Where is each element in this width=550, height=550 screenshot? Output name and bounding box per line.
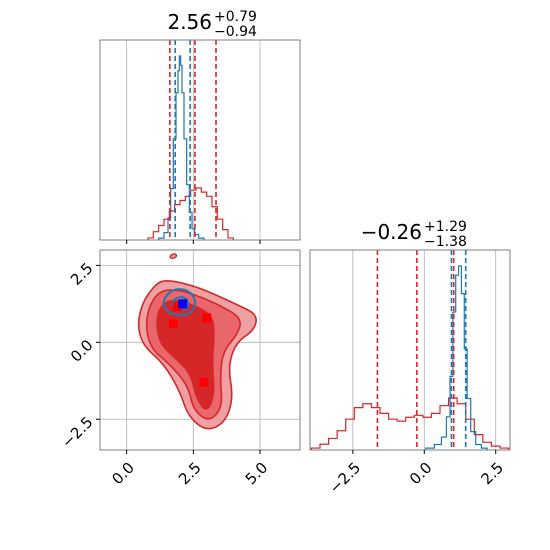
title-upper-error: +0.79 [214,9,257,25]
tick-marks [126,240,261,244]
joint-distribution-panel: 0.0 2.5 5.0 −2.5 0.0 2.5 [58,249,301,489]
axes-frame [99,39,301,241]
red-histogram-series [310,397,510,450]
x-tick-label: 5.0 [242,459,272,489]
title-upper-error: +1.29 [424,219,467,235]
grid [126,40,261,240]
tick-marks [96,264,261,454]
x-tick-labels: 0.0 2.5 5.0 [108,459,271,489]
y-tick-label: 0.0 [67,336,97,366]
red-contour-isolated [169,253,178,260]
histogram-panel-param-1: 2.56 +0.79 −0.94 [99,9,301,244]
contours [137,253,257,430]
y-tick-label: 2.5 [67,259,97,289]
x-tick-label: −2.5 [326,459,364,497]
x-tick-labels: −2.5 0.0 2.5 [326,459,507,497]
title-lower-error: −0.94 [214,24,257,40]
blue-histogram [158,55,205,240]
red-histogram [310,397,510,450]
red-square-marker [202,313,212,323]
blue-contour-inner [171,296,190,312]
axes-frame [309,249,511,451]
markers [168,299,212,387]
blue-histogram-series [158,55,205,240]
x-tick-label: 0.0 [108,459,138,489]
histogram-panel-param-2: −2.5 0.0 2.5 −0.26 +1.29 −1.38 [309,219,511,497]
x-tick-label: 0.0 [406,459,436,489]
y-tick-labels: −2.5 0.0 2.5 [58,259,96,451]
axes-frame [99,249,301,451]
title-value: 2.56 [167,10,212,34]
blue-square-marker [178,299,188,309]
red-square-marker [199,377,209,387]
blue-histogram [425,265,488,450]
x-tick-label: 2.5 [477,459,507,489]
red-square-marker [168,319,178,329]
title-lower-error: −1.38 [424,234,467,250]
blue-contour-outer [162,288,196,317]
tick-marks [352,450,497,454]
title-value: −0.26 [361,220,422,244]
red-square-marker [172,302,182,312]
x-tick-label: 2.5 [175,459,205,489]
quantile-lines [376,250,467,450]
quantile-lines [169,40,217,240]
blue-histogram-series [425,265,488,450]
y-tick-label: −2.5 [58,413,96,451]
